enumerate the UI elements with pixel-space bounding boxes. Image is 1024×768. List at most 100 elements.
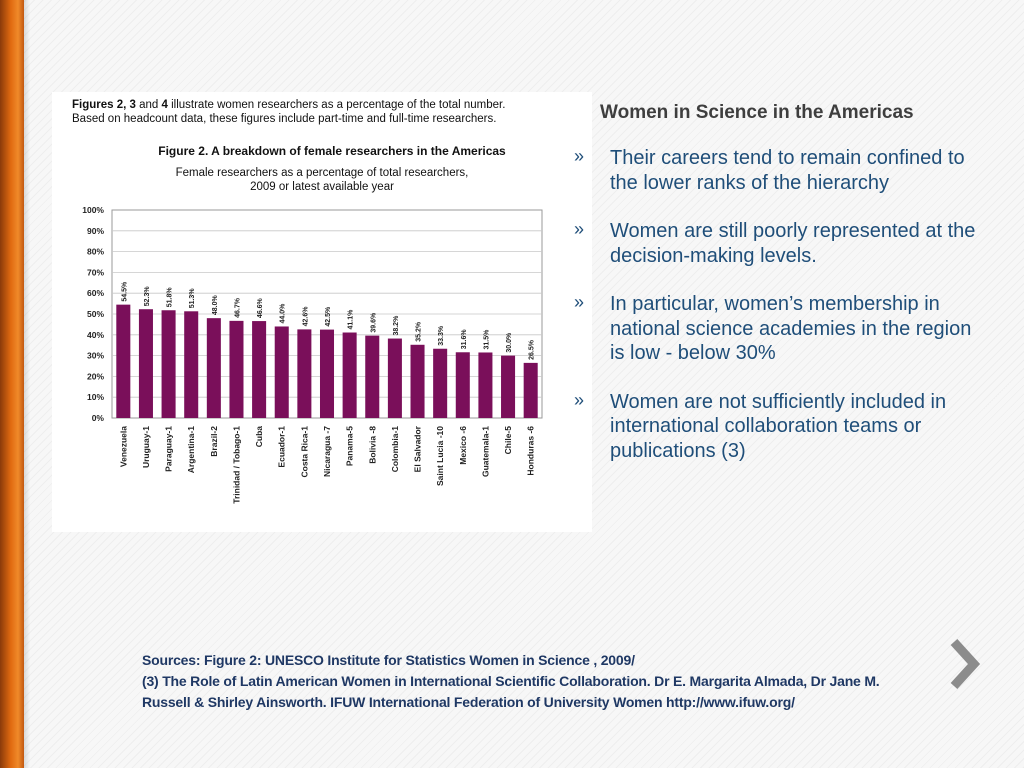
x-tick-label: Trinidad / Tobago-1 [231,426,241,504]
bullet-marker: » [574,219,585,239]
x-tick-label: Colombia-1 [390,426,400,473]
bar [297,329,312,418]
bullet-item: » Women are still poorly represented at … [570,219,990,268]
data-label: 30.0% [506,332,513,353]
sources-line-3: Russell & Shirley Ainsworth. IFUW Intern… [142,694,795,710]
bullet-text-collaboration: Women are not sufficiently included in i… [610,390,947,462]
figure-ref-bold-1: Figures 2, 3 [72,99,136,111]
figure-intro-line-1: Figures 2, 3 and 4 illustrate women rese… [72,98,592,112]
data-label: 26.5% [529,339,536,360]
x-tick-label: Ecuador-1 [277,426,287,468]
x-tick-label: Paraguay-1 [164,426,174,472]
figure-panel: Figures 2, 3 and 4 illustrate women rese… [52,92,592,532]
bar [184,311,199,418]
data-label: 51.8% [167,287,174,308]
left-accent-shadow [24,0,30,768]
bullet-marker: » [574,389,585,410]
bullet-text-decision-making: Women are still poorly represented at th… [610,220,976,267]
x-tick-label: Guatemala-1 [480,426,490,477]
figure-ref-bold-2: 4 [161,99,168,111]
x-tick-label: Mexico -6 [458,426,468,465]
chart-subtitle-line-2: 2009 or latest available year [250,181,394,193]
y-tick-label: 40% [87,330,104,340]
y-tick-label: 90% [87,226,104,236]
chevron-right-icon[interactable] [940,636,984,692]
figure-intro-text: Figures 2, 3 and 4 illustrate women rese… [72,98,592,126]
female-researchers-bar-chart: 0% 10% 20% 30% 40% 50% 60% 70% 80% 90% 100% 54.5% Ve… [82,205,543,504]
data-label: 39.6% [370,312,377,333]
bar [523,362,538,418]
y-tick-label: 0% [92,413,105,423]
bar [319,329,335,418]
y-tick-label: 70% [87,267,104,277]
data-label: 54.5% [121,281,128,302]
data-label: 41.1% [348,309,355,330]
bar [252,321,267,418]
bullet-text-careers: Their careers tend to remain confined to… [610,147,965,194]
y-tick-label: 30% [87,351,104,361]
data-label: 48.0% [212,295,219,316]
data-label: 31.6% [461,329,468,350]
data-label: 31.5% [483,329,490,350]
bar [433,348,448,418]
chart-title: Figure 2. A breakdown of female research… [158,144,506,158]
y-tick-label: 100% [82,205,104,215]
y-tick-label: 80% [87,247,104,257]
bar [342,332,357,418]
data-label: 38.2% [393,315,400,336]
figure-intro-line-2: Based on headcount data, these figures i… [72,113,497,125]
x-tick-label: Honduras -6 [526,426,536,476]
bar [116,304,131,418]
data-label: 33.3% [438,325,445,346]
bar [138,309,153,418]
x-tick-label: Argentina-1 [186,426,196,474]
bar [478,352,493,418]
bullet-item: » In particular, women’s membership in n… [570,292,990,366]
sources-line-1: Sources: Figure 2: UNESCO Institute for … [142,652,635,668]
bar [206,318,221,418]
x-tick-label: Costa Rica-1 [299,426,309,478]
y-tick-label: 10% [87,392,104,402]
slide-title: Women in Science in the Americas [600,102,914,123]
bar [161,310,176,418]
bar [455,352,470,418]
chart-subtitle-line-1: Female researchers as a percentage of to… [175,167,469,179]
x-tick-label: Uruguay-1 [141,426,151,468]
bar [365,335,380,418]
x-tick-label: El Salvador [413,425,423,472]
data-label: 44.0% [280,303,287,324]
bar [274,326,289,418]
y-tick-label: 60% [87,288,104,298]
bar [229,320,244,418]
data-label: 46.6% [257,297,264,318]
figure-intro-rest: illustrate women researchers as a percen… [167,99,506,111]
bullet-item: » Women are not sufficiently included in… [570,390,990,464]
x-tick-label: Saint Lucia -10 [435,426,445,486]
x-tick-label: Venezuela [118,426,128,467]
data-label: 42.5% [325,306,332,327]
bar [387,338,402,418]
bullet-item: » Their careers tend to remain confined … [570,146,990,195]
y-tick-label: 50% [87,309,104,319]
bar [410,344,425,418]
data-label: 46.7% [234,297,241,318]
sources-line-2: (3) The Role of Latin American Women in … [142,673,880,689]
data-label: 42.6% [302,306,309,327]
data-label: 35.2% [416,321,423,342]
x-tick-label: Cuba [254,426,264,448]
x-tick-label: Chile-5 [503,426,513,455]
sources-note: Sources: Figure 2: UNESCO Institute for … [142,650,942,713]
x-tick-label: Bolivia -8 [367,426,377,464]
bullet-text-academies: In particular, women’s membership in nat… [610,293,972,364]
bullet-marker: » [574,292,585,312]
x-tick-label: Brazil-2 [209,426,219,457]
data-label: 51.3% [189,288,196,309]
data-label: 52.3% [144,286,151,307]
figure-ref-and: and [135,99,162,111]
x-tick-label: Nicaragua -7 [322,426,332,477]
bullet-list: » Their careers tend to remain confined … [570,146,990,487]
x-tick-label: Panama-5 [345,426,355,466]
y-tick-label: 20% [87,371,104,381]
bar [501,355,516,418]
left-accent-bar [0,0,24,768]
